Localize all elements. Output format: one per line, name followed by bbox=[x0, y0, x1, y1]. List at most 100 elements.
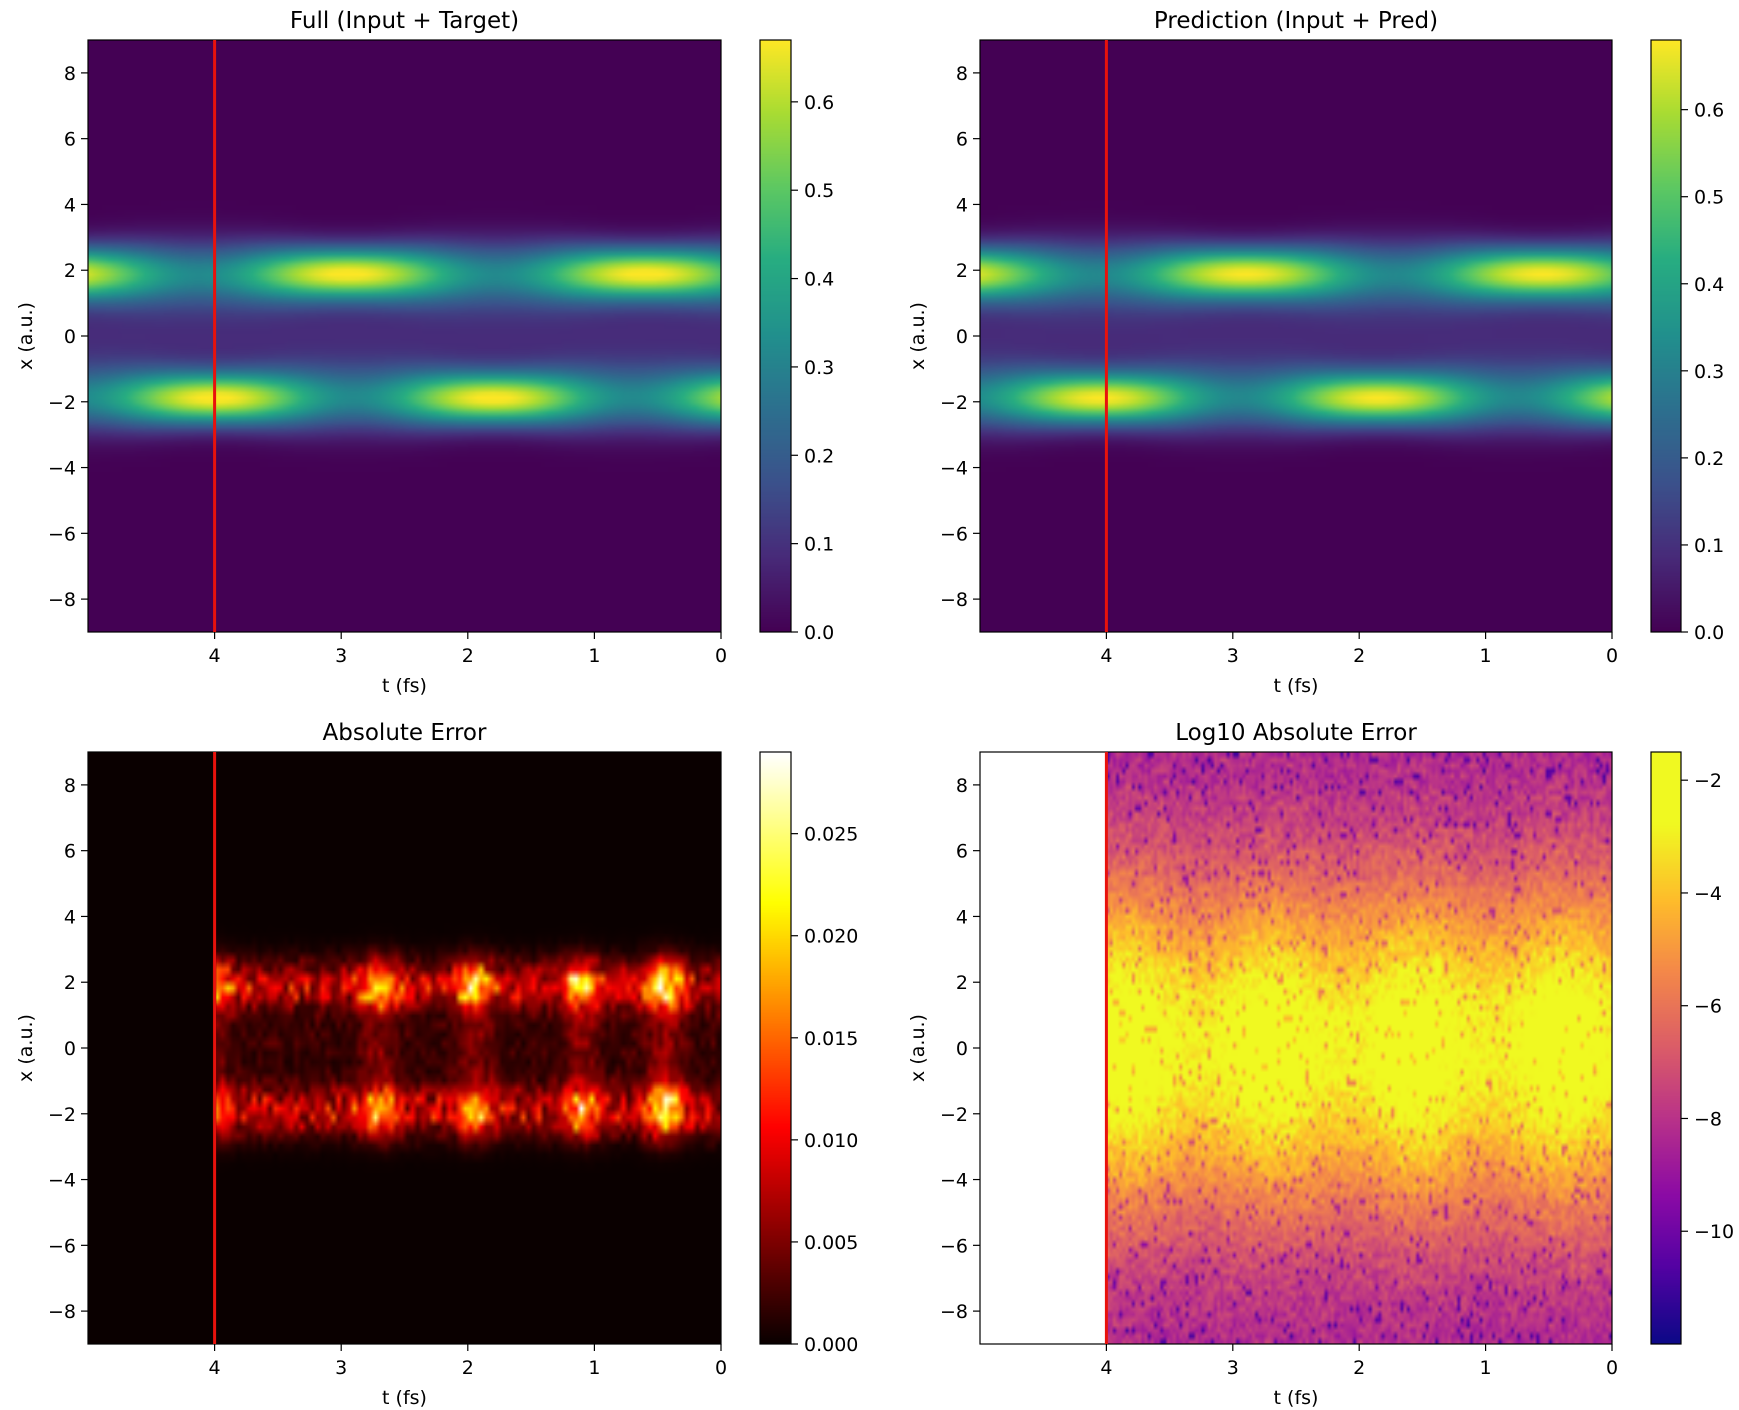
y-tick-label: −8 bbox=[940, 589, 968, 611]
colorbar-tick-label: 0.2 bbox=[1694, 448, 1724, 470]
y-axis-label: x (a.u.) bbox=[907, 302, 929, 370]
y-tick-label: 2 bbox=[956, 260, 968, 282]
colorbar-tick-label: 0.3 bbox=[1694, 361, 1724, 383]
x-tick-label: 4 bbox=[1100, 1357, 1112, 1379]
colorbar-gradient-2 bbox=[1651, 40, 1681, 632]
y-tick-label: 0 bbox=[956, 326, 968, 348]
y-tick-label: 8 bbox=[956, 775, 968, 797]
y-tick-label: 8 bbox=[64, 63, 76, 85]
x-tick-label: 3 bbox=[335, 1357, 347, 1379]
y-tick-label: 2 bbox=[64, 972, 76, 994]
x-tick-label: 2 bbox=[462, 1357, 474, 1379]
colorbar-tick-label: 0.000 bbox=[804, 1334, 858, 1356]
colorbar-tick-label: 0.3 bbox=[804, 357, 834, 379]
y-axis-label: x (a.u.) bbox=[15, 302, 37, 370]
heatmap-image-4 bbox=[980, 752, 1612, 1344]
y-tick-label: −2 bbox=[940, 392, 968, 414]
y-tick-label: 6 bbox=[956, 129, 968, 151]
heatmap-image-3 bbox=[88, 752, 721, 1344]
x-axis-label: t (fs) bbox=[382, 675, 427, 697]
y-tick-label: 4 bbox=[956, 906, 968, 928]
colorbar-tick-label: 0.0 bbox=[1694, 622, 1724, 644]
x-axis-label: t (fs) bbox=[382, 1387, 427, 1409]
x-tick-label: 1 bbox=[1480, 645, 1492, 667]
y-axis-label: x (a.u.) bbox=[15, 1014, 37, 1082]
y-tick-label: 0 bbox=[64, 1038, 76, 1060]
y-tick-label: −8 bbox=[48, 589, 76, 611]
colorbar-tick-label: 0.6 bbox=[1694, 100, 1724, 122]
colorbar-tick-label: 0.1 bbox=[1694, 535, 1724, 557]
x-tick-label: 0 bbox=[715, 1357, 727, 1379]
colorbar-gradient-3 bbox=[760, 752, 791, 1344]
y-tick-label: 4 bbox=[956, 194, 968, 216]
colorbar-tick-label: 0.5 bbox=[1694, 187, 1724, 209]
colorbar-tick-label: 0.1 bbox=[804, 534, 834, 556]
x-tick-label: 4 bbox=[209, 645, 221, 667]
colorbar-tick-label: 0.4 bbox=[804, 269, 834, 291]
y-tick-label: 0 bbox=[956, 1038, 968, 1060]
x-tick-label: 0 bbox=[1606, 1357, 1618, 1379]
x-tick-label: 3 bbox=[1227, 1357, 1239, 1379]
y-tick-label: −4 bbox=[48, 1170, 76, 1192]
y-tick-label: −2 bbox=[48, 392, 76, 414]
x-tick-label: 1 bbox=[588, 645, 600, 667]
x-tick-label: 0 bbox=[715, 645, 727, 667]
heatmap-image-1 bbox=[88, 40, 721, 632]
y-tick-label: 6 bbox=[64, 841, 76, 863]
y-tick-label: −6 bbox=[48, 523, 76, 545]
colorbar-tick-label: 0.4 bbox=[1694, 274, 1724, 296]
y-tick-label: −2 bbox=[48, 1104, 76, 1126]
y-tick-label: 2 bbox=[956, 972, 968, 994]
colorbar-frame bbox=[1650, 751, 1682, 1345]
colorbar-gradient-4 bbox=[1651, 752, 1681, 1344]
y-tick-label: −8 bbox=[940, 1301, 968, 1323]
colorbar-tick-label: 0.2 bbox=[804, 445, 834, 467]
x-tick-label: 1 bbox=[588, 1357, 600, 1379]
x-tick-label: 4 bbox=[1100, 645, 1112, 667]
colorbar-tick-label: 0.020 bbox=[804, 926, 858, 948]
y-tick-label: 8 bbox=[64, 775, 76, 797]
x-axis-label: t (fs) bbox=[1274, 1387, 1319, 1409]
x-tick-label: 4 bbox=[209, 1357, 221, 1379]
colorbar-tick-label: −10 bbox=[1694, 1221, 1734, 1243]
colorbar-tick-label: −2 bbox=[1694, 770, 1722, 792]
colorbar-tick-label: 0.0 bbox=[804, 622, 834, 644]
colorbar-gradient-1 bbox=[760, 40, 791, 632]
x-tick-label: 3 bbox=[335, 645, 347, 667]
colorbar-frame bbox=[759, 39, 792, 633]
y-tick-label: −8 bbox=[48, 1301, 76, 1323]
chart-title: Absolute Error bbox=[323, 720, 487, 746]
x-tick-label: 2 bbox=[462, 645, 474, 667]
chart-title: Full (Input + Target) bbox=[290, 8, 519, 34]
chart-title: Prediction (Input + Pred) bbox=[1154, 8, 1438, 34]
colorbar-tick-label: 0.010 bbox=[804, 1130, 858, 1152]
y-tick-label: 6 bbox=[956, 841, 968, 863]
x-tick-label: 1 bbox=[1480, 1357, 1492, 1379]
colorbar-tick-label: 0.5 bbox=[804, 180, 834, 202]
y-tick-label: −6 bbox=[940, 523, 968, 545]
y-tick-label: −4 bbox=[48, 458, 76, 480]
x-tick-label: 3 bbox=[1227, 645, 1239, 667]
y-tick-label: 4 bbox=[64, 906, 76, 928]
colorbar-tick-label: −4 bbox=[1694, 883, 1722, 905]
colorbar-tick-label: −8 bbox=[1694, 1108, 1722, 1130]
heatmap-image-2 bbox=[980, 40, 1612, 632]
y-tick-label: −4 bbox=[940, 458, 968, 480]
colorbar-frame bbox=[759, 751, 792, 1345]
x-tick-label: 2 bbox=[1353, 645, 1365, 667]
y-tick-label: −2 bbox=[940, 1104, 968, 1126]
colorbar-tick-label: −6 bbox=[1694, 996, 1722, 1018]
y-tick-label: 8 bbox=[956, 63, 968, 85]
y-tick-label: 0 bbox=[64, 326, 76, 348]
colorbar-frame bbox=[1650, 39, 1682, 633]
x-tick-label: 0 bbox=[1606, 645, 1618, 667]
y-tick-label: −4 bbox=[940, 1170, 968, 1192]
y-tick-label: 4 bbox=[64, 194, 76, 216]
y-tick-label: 2 bbox=[64, 260, 76, 282]
colorbar-tick-label: 0.015 bbox=[804, 1028, 858, 1050]
y-axis-label: x (a.u.) bbox=[907, 1014, 929, 1082]
colorbar-tick-label: 0.005 bbox=[804, 1232, 858, 1254]
chart-title: Log10 Absolute Error bbox=[1175, 720, 1417, 746]
y-tick-label: −6 bbox=[48, 1235, 76, 1257]
